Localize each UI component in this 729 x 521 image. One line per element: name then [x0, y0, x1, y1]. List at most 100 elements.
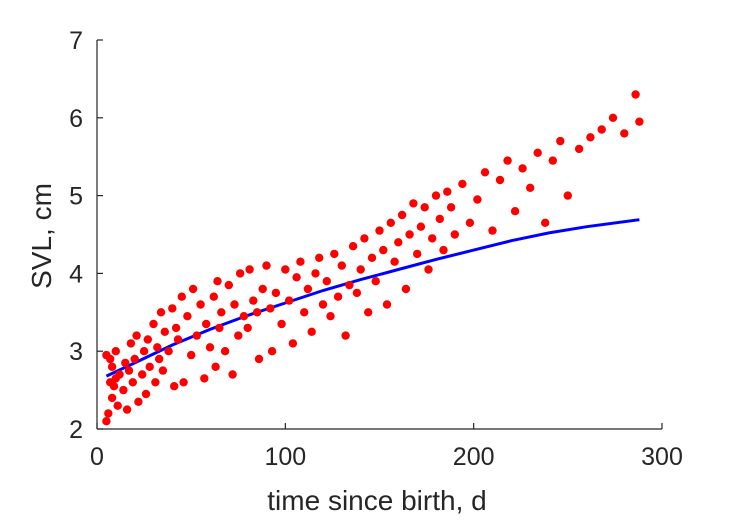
data-point: [574, 144, 584, 154]
data-point: [187, 350, 196, 360]
data-point: [386, 218, 395, 227]
data-point: [631, 90, 640, 99]
data-point: [215, 323, 224, 333]
data-point: [249, 296, 258, 305]
data-point: [586, 133, 595, 142]
data-point: [322, 277, 331, 286]
fit-line-layer: [105, 218, 640, 378]
data-point: [443, 187, 452, 196]
data-point: [104, 409, 113, 418]
data-point: [405, 230, 414, 239]
data-point: [526, 183, 535, 192]
data-point: [284, 296, 294, 305]
data-point: [179, 378, 188, 387]
data-point: [446, 203, 456, 212]
data-point: [132, 331, 141, 340]
data-point: [213, 277, 222, 286]
data-point: [209, 292, 218, 301]
data-point: [192, 331, 201, 340]
x-tick-label: 100: [264, 443, 306, 471]
data-point: [202, 319, 211, 329]
x-tick-label: 200: [453, 443, 495, 471]
data-point: [318, 300, 328, 309]
data-point: [211, 362, 220, 371]
data-point: [188, 284, 198, 294]
data-point: [379, 245, 388, 255]
data-point: [326, 312, 335, 321]
data-point: [337, 261, 346, 270]
data-point: [158, 366, 168, 375]
data-point: [130, 354, 139, 364]
ticks: 0 100 200 300 2 3 4 5 6 7: [69, 27, 683, 471]
data-point: [315, 253, 324, 262]
data-point: [196, 300, 205, 309]
data-point: [428, 234, 437, 243]
data-point: [307, 327, 316, 336]
y-tick-label: 4: [69, 260, 83, 288]
data-point: [115, 370, 124, 379]
data-point: [171, 323, 181, 333]
data-point: [518, 164, 527, 173]
data-point: [281, 265, 290, 274]
x-axis-label: time since birth, d: [267, 485, 486, 516]
data-point: [397, 210, 407, 220]
data-point: [303, 284, 313, 294]
data-point: [409, 199, 418, 208]
data-point: [262, 261, 271, 270]
data-point: [348, 242, 358, 251]
data-point: [243, 323, 252, 333]
data-point: [390, 257, 399, 266]
data-point: [156, 308, 166, 317]
data-point: [217, 308, 226, 317]
data-point: [495, 175, 505, 185]
data-point: [360, 234, 369, 243]
data-point: [296, 257, 305, 266]
data-point: [224, 280, 233, 290]
data-point: [533, 148, 542, 157]
data-point: [155, 354, 164, 364]
data-point: [107, 362, 117, 371]
data-point: [151, 378, 160, 387]
data-point: [375, 226, 384, 235]
data-point: [288, 339, 298, 348]
data-point: [420, 203, 429, 212]
data-point: [220, 347, 230, 356]
data-point: [230, 300, 239, 309]
data-point: [292, 273, 301, 282]
data-point: [122, 405, 132, 414]
data-point: [128, 378, 137, 387]
data-point: [635, 117, 644, 126]
data-point: [345, 280, 354, 290]
data-point: [107, 393, 117, 403]
data-point: [200, 374, 209, 383]
data-point: [126, 339, 136, 348]
data-point: [413, 249, 422, 259]
data-point: [121, 358, 130, 368]
data-point: [488, 226, 497, 235]
y-tick-label: 7: [69, 27, 83, 55]
data-point: [134, 397, 143, 406]
data-point: [311, 269, 320, 278]
data-point: [367, 253, 377, 262]
data-point: [145, 362, 154, 371]
fit-line: [105, 218, 640, 378]
data-point: [153, 343, 162, 352]
data-point: [254, 354, 264, 364]
data-point: [330, 249, 339, 259]
data-point: [435, 214, 444, 224]
y-tick-label: 5: [69, 183, 83, 211]
data-point: [465, 218, 475, 227]
data-point: [139, 347, 149, 356]
data-point: [102, 417, 111, 426]
y-tick-label: 3: [69, 338, 83, 366]
data-point: [548, 156, 557, 165]
data-point: [106, 354, 115, 364]
data-point: [164, 347, 173, 356]
data-point: [620, 129, 629, 138]
y-tick-label: 6: [69, 105, 83, 133]
data-point: [356, 265, 365, 274]
data-point: [113, 401, 122, 410]
data-point: [473, 195, 482, 204]
data-point: [234, 331, 243, 340]
